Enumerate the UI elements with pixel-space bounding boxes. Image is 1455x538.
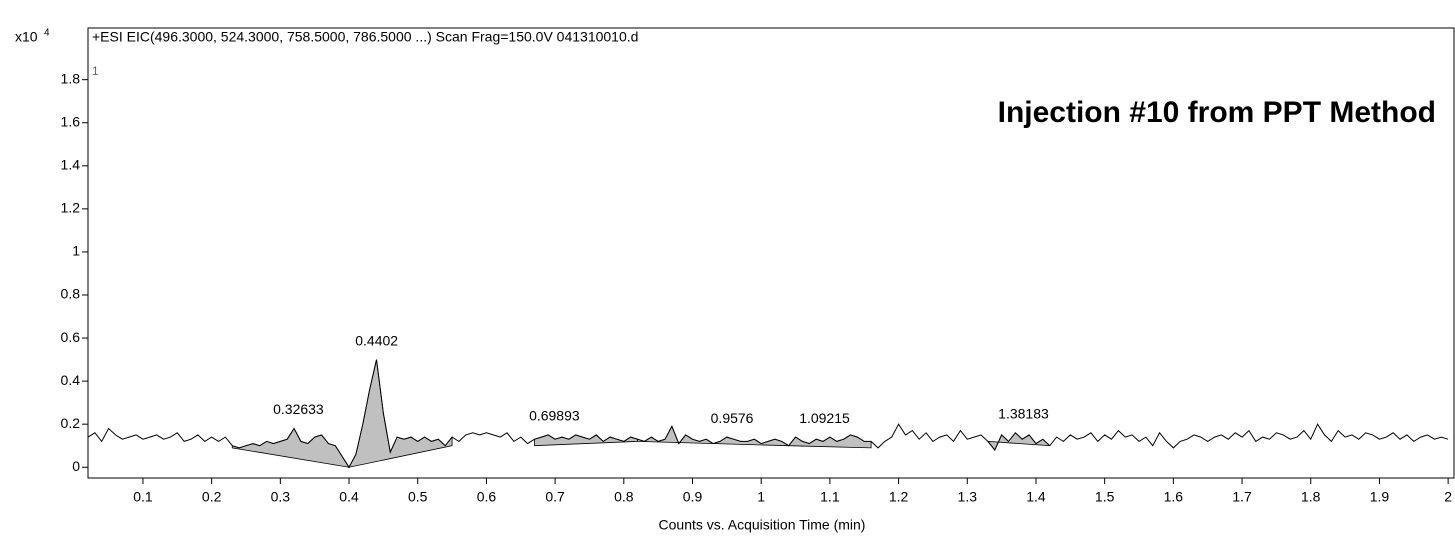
y-tick-label: 1.4 — [61, 157, 81, 173]
x-tick-label: 0.4 — [339, 489, 359, 505]
y-tick-label: 0.8 — [61, 286, 81, 302]
plot-area: 0.32633 0.4402 0.69893 0.9576 1.09215 1.38183 — [88, 332, 1449, 469]
x-tick-label: 1.5 — [1095, 489, 1115, 505]
x-tick-label: 0.3 — [271, 489, 291, 505]
x-tick-label: 0.7 — [545, 489, 565, 505]
plot-frame — [87, 27, 1455, 479]
peak-label: 1.09215 — [799, 410, 850, 426]
peak-label: 0.4402 — [355, 332, 398, 348]
x-tick-label: 0.8 — [614, 489, 634, 505]
y-tick-label: 0.4 — [61, 372, 81, 388]
x-tick-label: 0.9 — [683, 489, 703, 505]
x-tick-label: 1.2 — [889, 489, 909, 505]
multiplier-exponent: 4 — [44, 28, 50, 39]
y-tick-label: 1.6 — [61, 113, 81, 129]
y-tick-label: 0 — [72, 458, 80, 474]
peak-label: 1.38183 — [998, 405, 1049, 421]
trace-label: 1 — [92, 64, 99, 78]
y-tick-label: 1.8 — [61, 70, 81, 86]
x-tick-label: 2 — [1444, 489, 1452, 505]
x-tick-label: 1.7 — [1232, 489, 1252, 505]
x-tick-label: 1.4 — [1026, 489, 1046, 505]
x-tick-label: 0.5 — [408, 489, 428, 505]
x-tick-label: 1.6 — [1164, 489, 1184, 505]
y-tick-label: 1.2 — [61, 200, 81, 216]
x-tick-label: 1.3 — [958, 489, 978, 505]
x-tick-label: 1.1 — [820, 489, 840, 505]
multiplier: x10 — [15, 29, 38, 45]
x-tick-label: 0.2 — [202, 489, 222, 505]
x-tick-label: 0.1 — [133, 489, 153, 505]
y-tick-label: 1 — [72, 243, 80, 259]
trace — [88, 359, 1449, 469]
x-axis-label: Counts vs. Acquisition Time (min) — [659, 517, 866, 533]
peak-label: 0.32633 — [273, 401, 324, 417]
chart-title: +ESI EIC(496.3000, 524.3000, 758.5000, 7… — [92, 29, 638, 45]
x-tick-label: 1.9 — [1370, 489, 1390, 505]
x-tick-label: 1.8 — [1301, 489, 1321, 505]
y-tick-label: 0.6 — [61, 329, 81, 345]
annotation: Injection #10 from PPT Method — [998, 96, 1436, 129]
peak-label: 0.9576 — [711, 410, 754, 426]
x-tick-label: 1 — [757, 489, 765, 505]
y-tick-label: 0.2 — [61, 415, 81, 431]
x-tick-label: 0.6 — [477, 489, 497, 505]
peak-label: 0.69893 — [529, 408, 580, 424]
